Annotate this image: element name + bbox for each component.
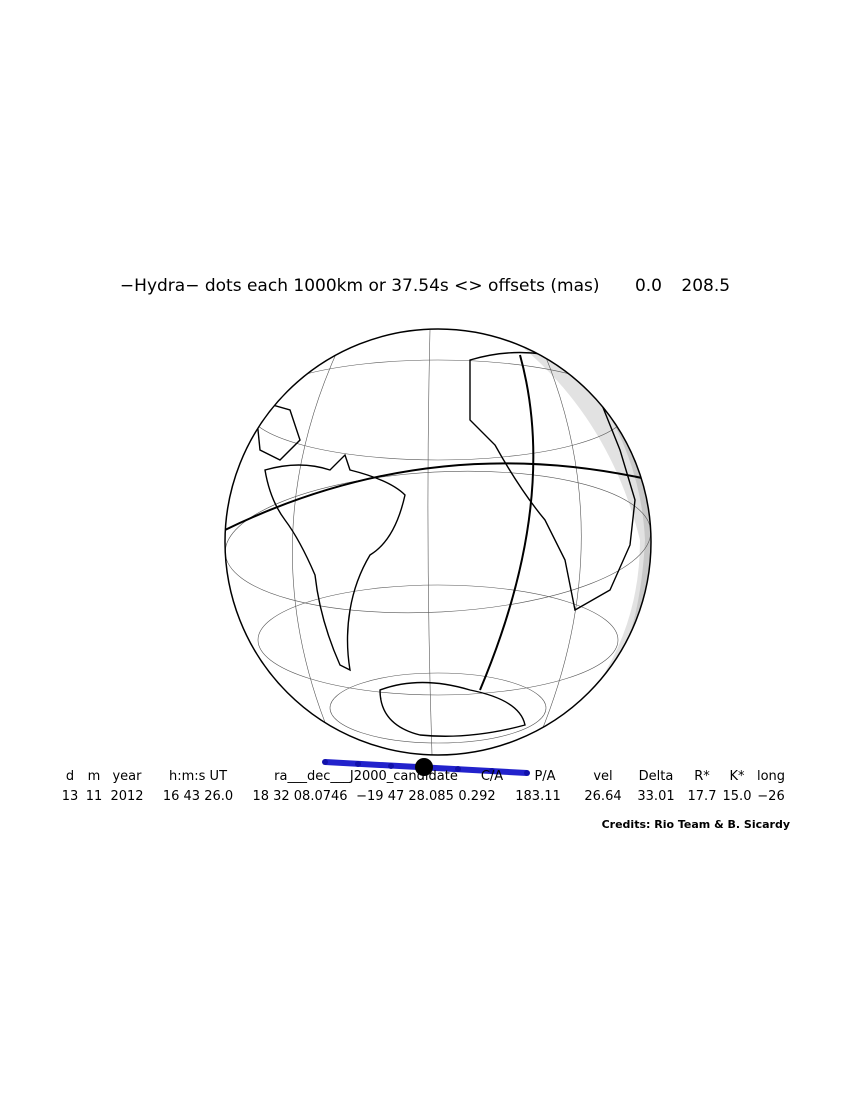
cell: 13 <box>62 789 79 804</box>
cell: 0.292 <box>458 789 495 804</box>
column-header: long <box>757 769 785 784</box>
cell: 183.11 <box>515 789 561 804</box>
column-header: Delta <box>639 769 674 784</box>
column-header: ra___dec___J2000_candidate <box>274 769 458 784</box>
column-header: C/A <box>481 769 503 784</box>
offset: 0.0 <box>635 276 662 296</box>
column-header: h:m:s UT <box>169 769 227 784</box>
column-header: year <box>112 769 142 784</box>
cell: 33.01 <box>637 789 674 804</box>
table: d m year h:m:s UT ra___dec___J2000_candidate… <box>62 769 785 804</box>
cell: 26.64 <box>584 789 621 804</box>
cell: 15.0 <box>723 789 752 804</box>
cell: 18 32 08.0746 <box>252 789 347 804</box>
cell: 2012 <box>110 789 143 804</box>
globe-outline <box>224 328 652 756</box>
title: −Hydra− dots each 1000km or 37.54s <> of… <box>120 276 600 296</box>
cell: −19 47 28.085 <box>356 789 454 804</box>
column-header: m <box>88 769 101 784</box>
cell: 16 43 26.0 <box>163 789 233 804</box>
column-header: K* <box>729 769 745 784</box>
cell: 17.7 <box>688 789 717 804</box>
column-header: R* <box>694 769 710 784</box>
column-header: d <box>66 769 74 784</box>
column-header: vel <box>593 769 612 784</box>
cell: 11 <box>86 789 103 804</box>
shadow-path <box>322 758 530 776</box>
credits: Credits: Rio Team & B. Sicardy <box>602 818 790 831</box>
column-header: P/A <box>534 769 555 784</box>
title-group: −Hydra− dots each 1000km or 37.54s <> of… <box>120 276 730 296</box>
offset: 208.5 <box>681 276 730 296</box>
cell: −26 <box>757 789 784 804</box>
